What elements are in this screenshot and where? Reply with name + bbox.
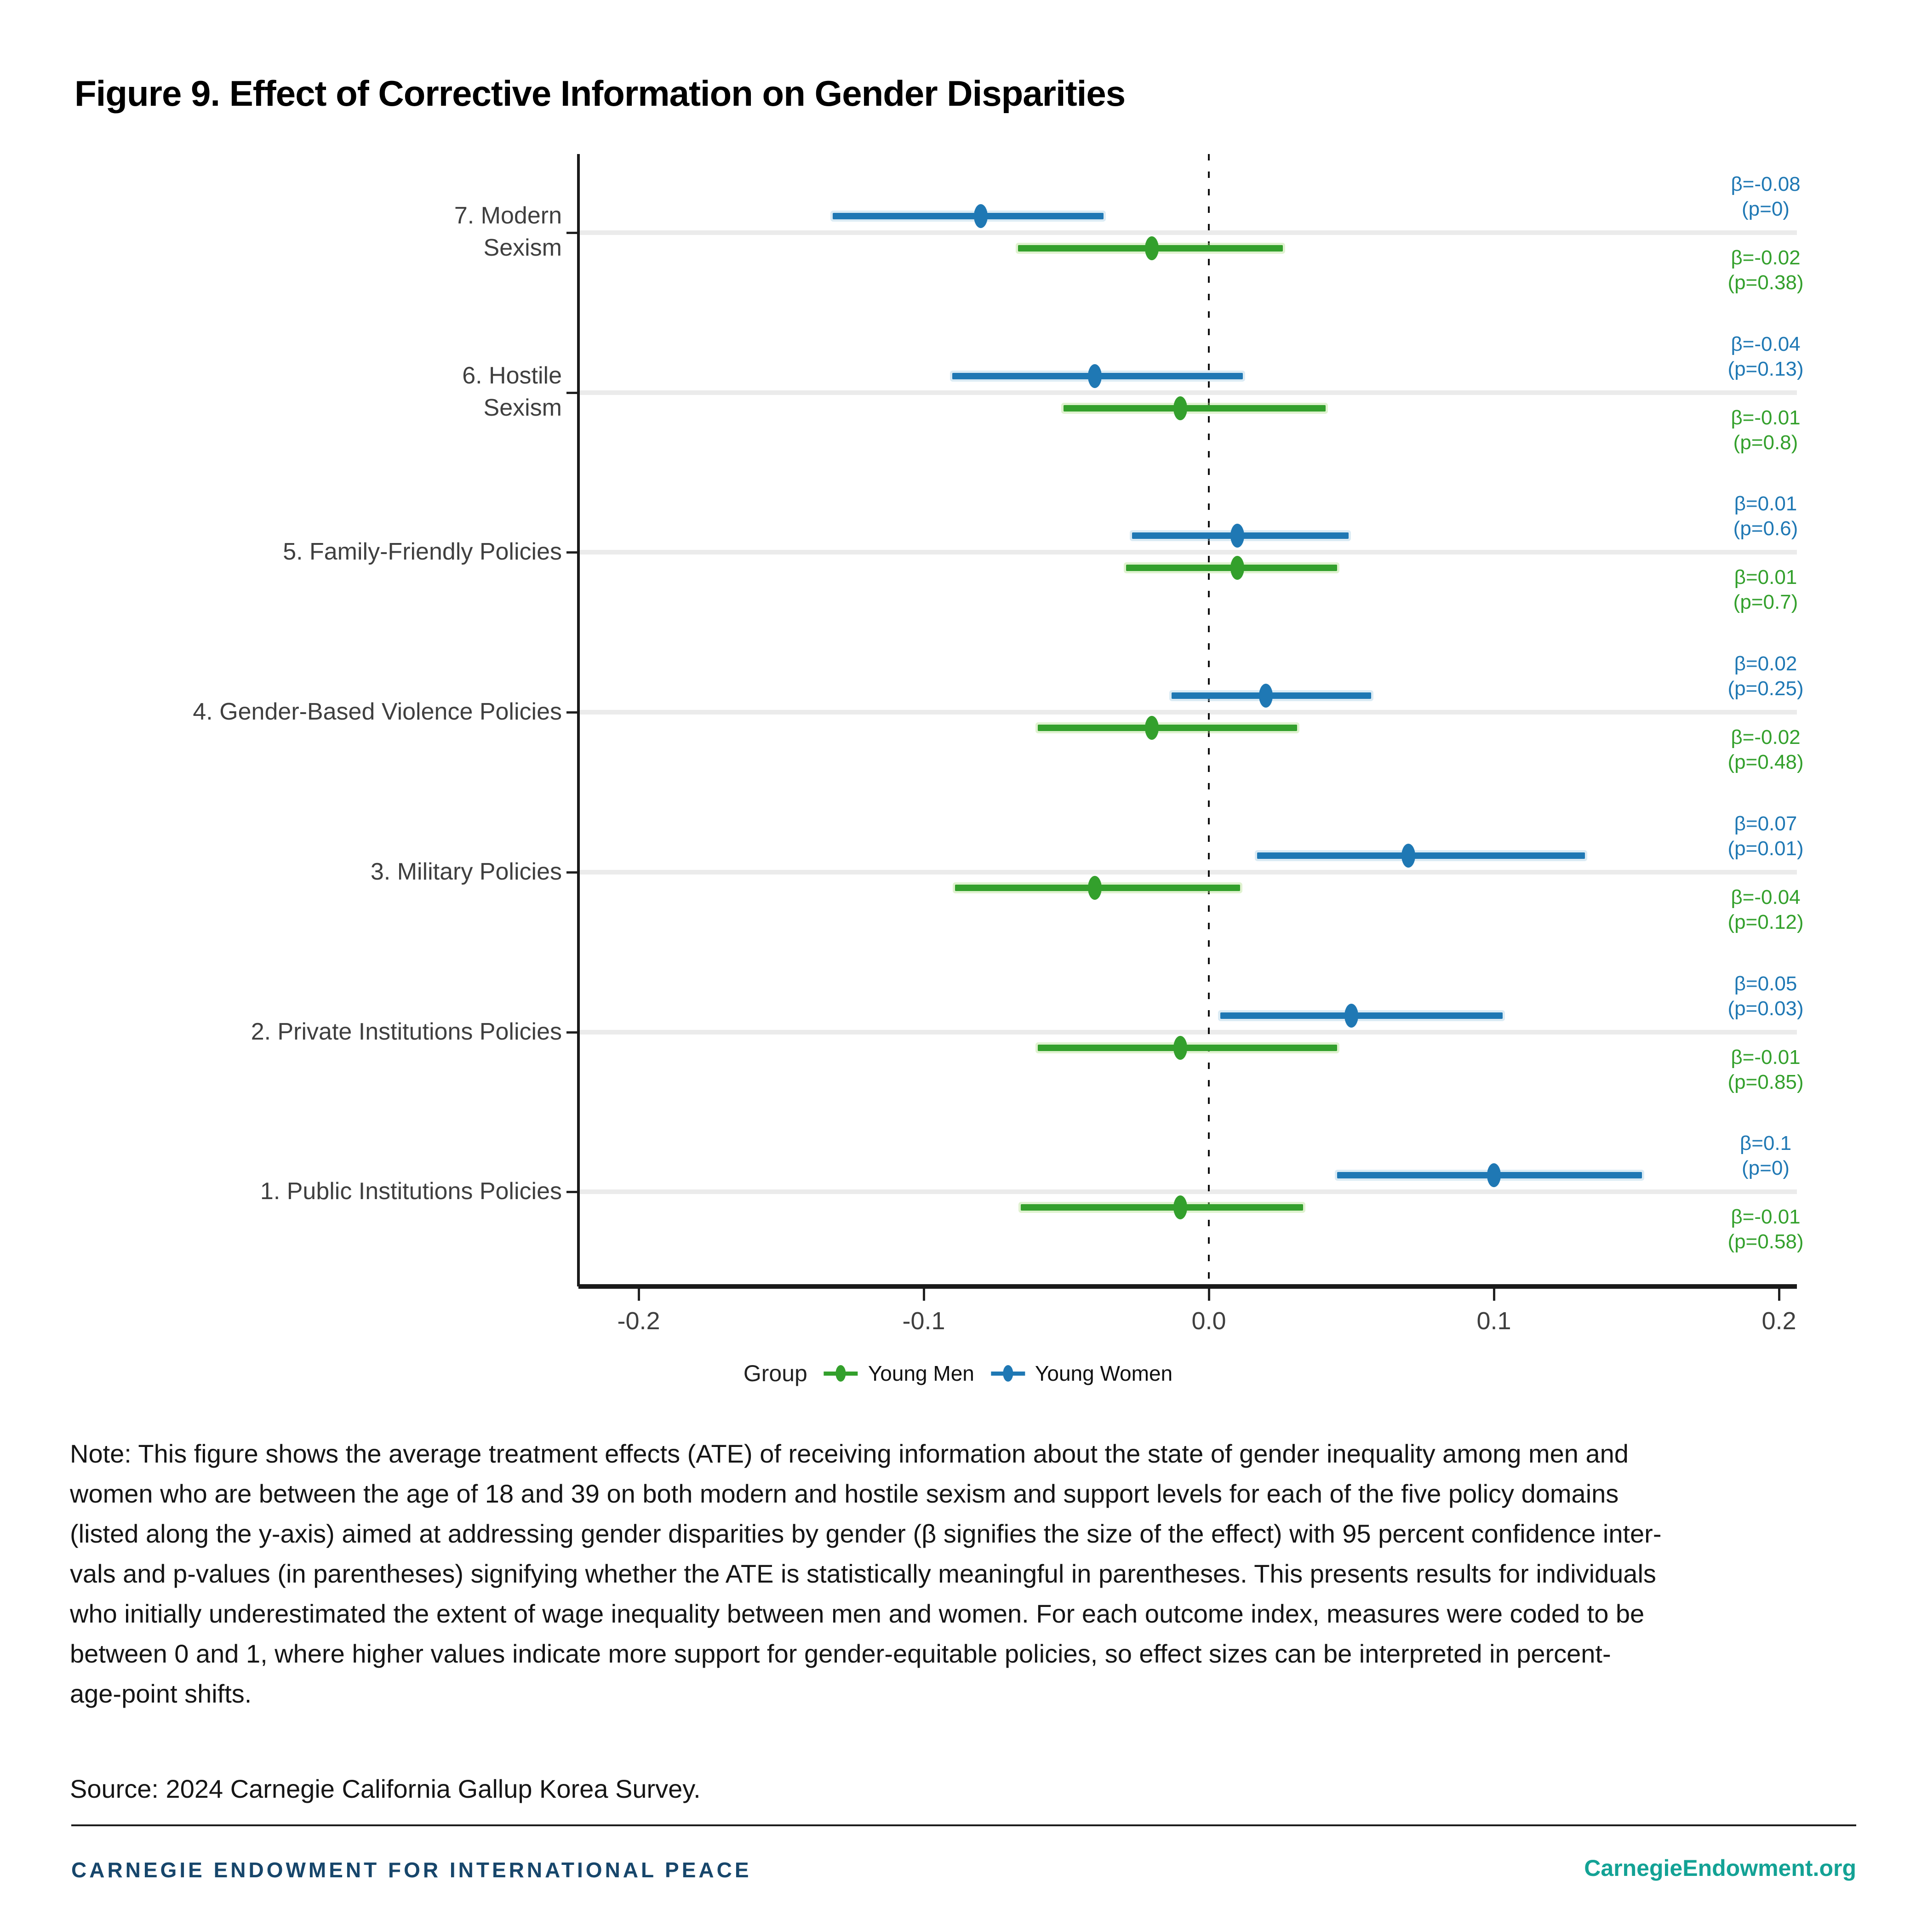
young-women-point-estimate: [1259, 684, 1273, 708]
category-label: 5. Family-Friendly Policies: [283, 538, 562, 566]
category-label: 6. Hostile Sexism: [462, 362, 562, 421]
x-axis-tick: [1778, 1289, 1780, 1301]
young-men-point-estimate: [1173, 396, 1187, 420]
young-men-effect-annotation: β=-0.04 (p=0.12): [1727, 886, 1804, 933]
category-gridline-stripe: [578, 710, 1797, 715]
y-axis-tick: [566, 391, 578, 394]
legend-label-young-women: Young Women: [1035, 1361, 1173, 1385]
zero-reference-line: [1208, 154, 1210, 1286]
category-gridline-stripe: [578, 869, 1797, 875]
y-axis-tick: [566, 1191, 578, 1194]
young-women-effect-annotation: β=-0.08 (p=0): [1731, 173, 1801, 220]
legend-entry-young-men: Young Men: [824, 1361, 974, 1386]
y-axis-tick: [566, 871, 578, 874]
x-tick-label: 0.1: [1476, 1307, 1511, 1335]
footer-divider: [71, 1824, 1856, 1826]
category-gridline-stripe: [578, 390, 1797, 395]
young-women-point-estimate: [1344, 1003, 1358, 1028]
x-tick-label: -0.1: [902, 1307, 945, 1335]
category-label: 7. Modern Sexism: [454, 202, 562, 261]
x-axis-tick: [1493, 1289, 1495, 1301]
category-label: 2. Private Institutions Policies: [251, 1018, 562, 1045]
y-axis-tick: [566, 711, 578, 714]
category-gridline-stripe: [578, 1029, 1797, 1035]
footer-organization: CARNEGIE ENDOWMENT FOR INTERNATIONAL PEA…: [71, 1858, 752, 1882]
young-men-effect-annotation: β=-0.01 (p=0.85): [1727, 1046, 1804, 1093]
young-women-confidence-interval: [832, 213, 1104, 219]
young-women-confidence-interval: [1220, 1012, 1503, 1019]
category-label: 1. Public Institutions Policies: [260, 1178, 562, 1205]
category-gridline-stripe: [578, 1189, 1797, 1195]
young-men-point-estimate: [1230, 556, 1244, 580]
young-men-confidence-interval: [1038, 1044, 1337, 1051]
young-women-effect-annotation: β=0.1 (p=0): [1739, 1132, 1792, 1180]
young-men-effect-annotation: β=-0.01 (p=0.58): [1727, 1206, 1804, 1253]
young-women-point-estimate: [1401, 843, 1415, 868]
legend-title: Group: [743, 1360, 807, 1386]
x-axis-tick: [638, 1289, 640, 1301]
footer-website-link[interactable]: CarnegieEndowment.org: [1584, 1855, 1856, 1881]
young-men-point-estimate: [1145, 236, 1159, 260]
note-line: between 0 and 1, where higher values ind…: [70, 1639, 1611, 1668]
young-women-point-estimate: [1230, 524, 1244, 548]
legend-label-young-men: Young Men: [868, 1361, 974, 1385]
young-men-confidence-interval: [1038, 725, 1298, 732]
young-men-pointrange-icon: [824, 1363, 858, 1383]
category-gridline-stripe: [578, 230, 1797, 235]
young-men-point-estimate: [1145, 716, 1159, 740]
young-women-point-estimate: [1487, 1163, 1501, 1188]
young-men-confidence-interval: [1020, 1204, 1303, 1211]
y-axis-line: [577, 154, 580, 1286]
category-gridline-stripe: [578, 550, 1797, 555]
young-women-point-estimate: [974, 204, 988, 228]
x-axis-line: [578, 1284, 1797, 1289]
young-men-confidence-interval: [1063, 405, 1326, 412]
note-line: who initially underestimated the extent …: [70, 1599, 1645, 1628]
note-line: Note: This figure shows the average trea…: [70, 1439, 1629, 1468]
x-axis-tick: [1208, 1289, 1210, 1301]
note-line: (listed along the y-axis) aimed at addre…: [70, 1519, 1662, 1548]
x-tick-label: 0.0: [1191, 1307, 1226, 1335]
figure-note: Note: This figure shows the average trea…: [70, 1434, 1661, 1714]
young-women-confidence-interval: [1257, 852, 1585, 859]
young-men-point-estimate: [1173, 1195, 1187, 1220]
legend: Group Young Men Young Women: [744, 1360, 1172, 1387]
young-men-effect-annotation: β=-0.02 (p=0.48): [1727, 726, 1804, 774]
x-tick-label: 0.2: [1762, 1307, 1796, 1335]
young-men-effect-annotation: β=-0.01 (p=0.8): [1731, 406, 1801, 454]
x-tick-label: -0.2: [617, 1307, 660, 1335]
category-label: 3. Military Policies: [370, 858, 562, 885]
young-women-pointrange-icon: [990, 1363, 1025, 1383]
legend-entry-young-women: Young Women: [990, 1361, 1173, 1386]
young-women-effect-annotation: β=0.02 (p=0.25): [1727, 652, 1804, 700]
y-axis-tick: [566, 1031, 578, 1034]
young-men-point-estimate: [1173, 1035, 1187, 1060]
note-line: age-point shifts.: [70, 1679, 252, 1708]
y-axis-tick: [566, 551, 578, 554]
x-axis-tick: [923, 1289, 925, 1301]
young-men-effect-annotation: β=0.01 (p=0.7): [1733, 566, 1798, 614]
young-women-effect-annotation: β=0.05 (p=0.03): [1727, 972, 1804, 1020]
note-line: vals and p-values (in parentheses) signi…: [70, 1559, 1656, 1588]
young-women-effect-annotation: β=-0.04 (p=0.13): [1727, 332, 1804, 380]
figure-source: Source: 2024 Carnegie California Gallup …: [70, 1774, 701, 1803]
young-women-effect-annotation: β=0.01 (p=0.6): [1733, 492, 1798, 540]
young-women-effect-annotation: β=0.07 (p=0.01): [1727, 812, 1804, 860]
y-axis-tick: [566, 232, 578, 234]
note-line: women who are between the age of 18 and …: [70, 1479, 1619, 1508]
young-men-point-estimate: [1088, 875, 1102, 900]
category-label: 4. Gender-Based Violence Policies: [193, 698, 562, 726]
figure-title: Figure 9. Effect of Corrective Informati…: [74, 73, 1126, 114]
young-men-effect-annotation: β=-0.02 (p=0.38): [1727, 246, 1804, 294]
young-women-point-estimate: [1088, 364, 1102, 388]
